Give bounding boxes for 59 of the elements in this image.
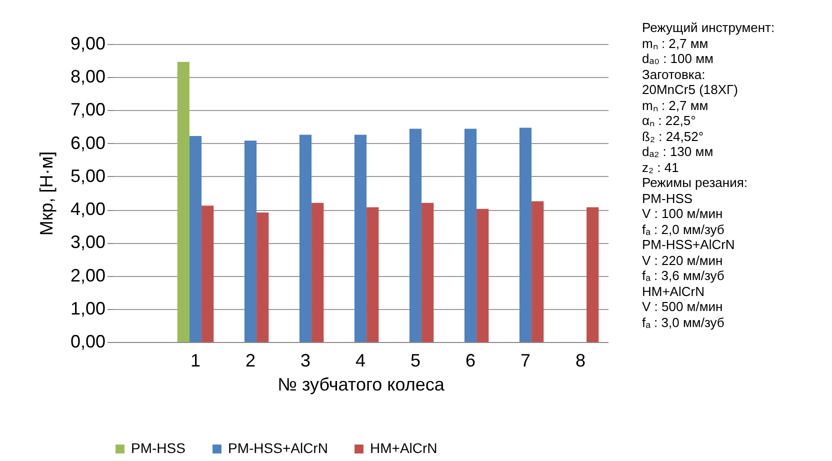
- text: mₙ : 2,7 мм: [642, 98, 710, 113]
- bar: [476, 208, 489, 342]
- text: HM+AlCrN: [642, 284, 706, 299]
- bar: [409, 128, 422, 342]
- bar: [189, 136, 202, 342]
- bar: [244, 140, 257, 342]
- bar: [464, 128, 477, 342]
- y-tick-label: 4,00: [70, 199, 106, 220]
- x-tick-label: 3: [300, 350, 311, 370]
- bar: [354, 134, 367, 342]
- text: V : 500 м/мин: [642, 299, 724, 314]
- y-tick-label: 1,00: [70, 298, 106, 318]
- text: fₐ : 3,0 мм/зуб: [642, 314, 726, 330]
- legend-label: HM+AlCrN: [370, 440, 438, 456]
- text: z₂ : 41: [642, 160, 680, 175]
- text: mₙ : 2,7 мм: [642, 36, 710, 51]
- bar: [256, 212, 269, 342]
- x-axis-title: № зубчатого колеса: [278, 374, 446, 394]
- text: Заготовка:: [642, 66, 706, 82]
- bar: [532, 201, 544, 342]
- y-tick-label: 9,00: [70, 34, 106, 54]
- y-tick-label: 2,00: [70, 265, 106, 286]
- y-tick-label: 7,00: [70, 100, 106, 120]
- text: fₐ : 3,6 мм/зуб: [642, 268, 726, 284]
- bar: [519, 128, 532, 342]
- x-tick-label: 8: [575, 350, 586, 370]
- text: Режимы резания:: [642, 175, 748, 190]
- bar: [299, 134, 312, 342]
- y-axis-title: Мкр, [Н·м]: [36, 151, 56, 236]
- x-tick-label: 2: [245, 350, 256, 370]
- y-tick-label: 8,00: [70, 66, 106, 87]
- text: dₐ₀ : 100 мм: [642, 51, 714, 66]
- bar: [177, 62, 190, 342]
- y-tick-label: 3,00: [70, 232, 106, 252]
- bar: [202, 206, 214, 342]
- text: V : 100 м/мин: [642, 206, 724, 222]
- y-tick-label: 6,00: [70, 132, 106, 153]
- x-tick-label: 4: [355, 350, 366, 370]
- text: αₙ : 22,5°: [642, 113, 697, 128]
- bar: [422, 202, 434, 342]
- x-tick-label: 7: [520, 350, 531, 370]
- bar: [586, 207, 599, 342]
- bar: [366, 207, 379, 342]
- x-tick-label: 1: [190, 350, 201, 370]
- x-tick-label: 5: [410, 350, 421, 370]
- y-tick-label: 5,00: [70, 166, 106, 186]
- text: Режущий инструмент:: [642, 20, 776, 36]
- text: PM-HSS+AlCrN: [642, 237, 736, 252]
- bar: [312, 202, 324, 342]
- text: ß₂ : 24,52°: [642, 128, 705, 144]
- legend-label: PM-HSS+AlCrN: [228, 440, 328, 456]
- text: 20MnCr5 (18ХГ): [642, 82, 739, 98]
- text: dₐ₂ : 130 мм: [642, 144, 714, 160]
- y-tick-label: 0,00: [70, 332, 106, 352]
- x-tick-label: 6: [465, 350, 476, 370]
- legend-label: PM-HSS: [131, 440, 186, 456]
- text: fₐ : 2,0 мм/зуб: [642, 222, 726, 237]
- text: PM-HSS: [642, 190, 694, 206]
- text: V : 220 м/мин: [642, 252, 724, 268]
